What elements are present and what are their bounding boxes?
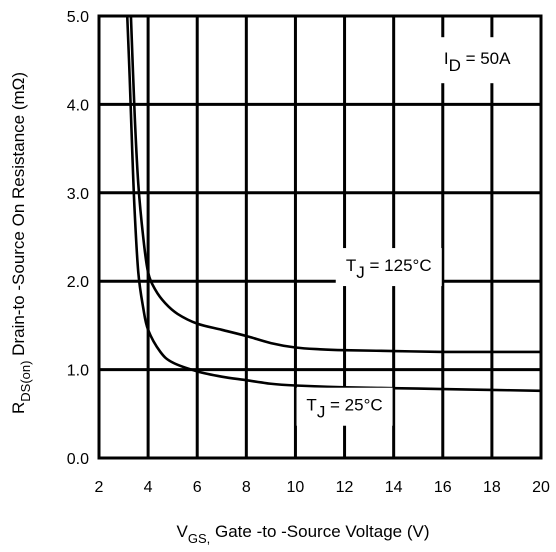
y-tick-label: 2.0 bbox=[67, 274, 89, 291]
series-label-tj-125c: TJ = 125°C bbox=[335, 248, 442, 287]
series-line-tj-125c bbox=[129, 15, 542, 354]
y-axis-label: RDS(on) Drain-to -Source On Resistance (… bbox=[9, 72, 33, 414]
plot-frame bbox=[97, 14, 543, 460]
series-label-tj-125c-background bbox=[335, 248, 442, 287]
series-group bbox=[125, 15, 542, 393]
grid bbox=[99, 16, 541, 458]
y-tick-label: 5.0 bbox=[67, 9, 89, 26]
x-tick-label: 12 bbox=[336, 479, 354, 496]
series-label-tj-25c: TJ = 25°C bbox=[296, 387, 393, 426]
y-tick-label: 4.0 bbox=[67, 97, 89, 114]
condition-label: ID = 50A bbox=[431, 37, 524, 84]
series-line-tj-25c bbox=[125, 15, 542, 393]
series-label-tj-125c-text: TJ = 125°C bbox=[346, 256, 432, 282]
x-tick-label: 18 bbox=[483, 479, 501, 496]
y-tick-label: 3.0 bbox=[67, 186, 89, 203]
x-tick-label: 14 bbox=[385, 479, 403, 496]
x-tick-label: 6 bbox=[193, 479, 202, 496]
annotations: ID = 50A TJ = 125°C TJ = 25°C bbox=[296, 37, 524, 426]
series-label-tj-25c-text: TJ = 25°C bbox=[306, 396, 382, 422]
y-tick-label: 1.0 bbox=[67, 363, 89, 380]
condition-label-text: ID = 50A bbox=[444, 49, 511, 75]
series-label-tj-25c-background bbox=[296, 387, 393, 426]
condition-label-background bbox=[431, 37, 524, 84]
x-tick-label: 4 bbox=[144, 479, 153, 496]
x-tick-label: 10 bbox=[287, 479, 305, 496]
y-tick-label: 0.0 bbox=[67, 451, 89, 468]
x-axis-label: VGS, Gate -to -Source Voltage (V) bbox=[177, 522, 430, 546]
x-tick-label: 8 bbox=[242, 479, 251, 496]
x-tick-label: 16 bbox=[434, 479, 452, 496]
x-tick-label: 20 bbox=[532, 479, 550, 496]
tick-labels: 2 4 6 8 10 12 14 16 18 20 0.0 1.0 2.0 3.0 4.0 5.0 bbox=[67, 9, 550, 496]
x-tick-label: 2 bbox=[95, 479, 104, 496]
